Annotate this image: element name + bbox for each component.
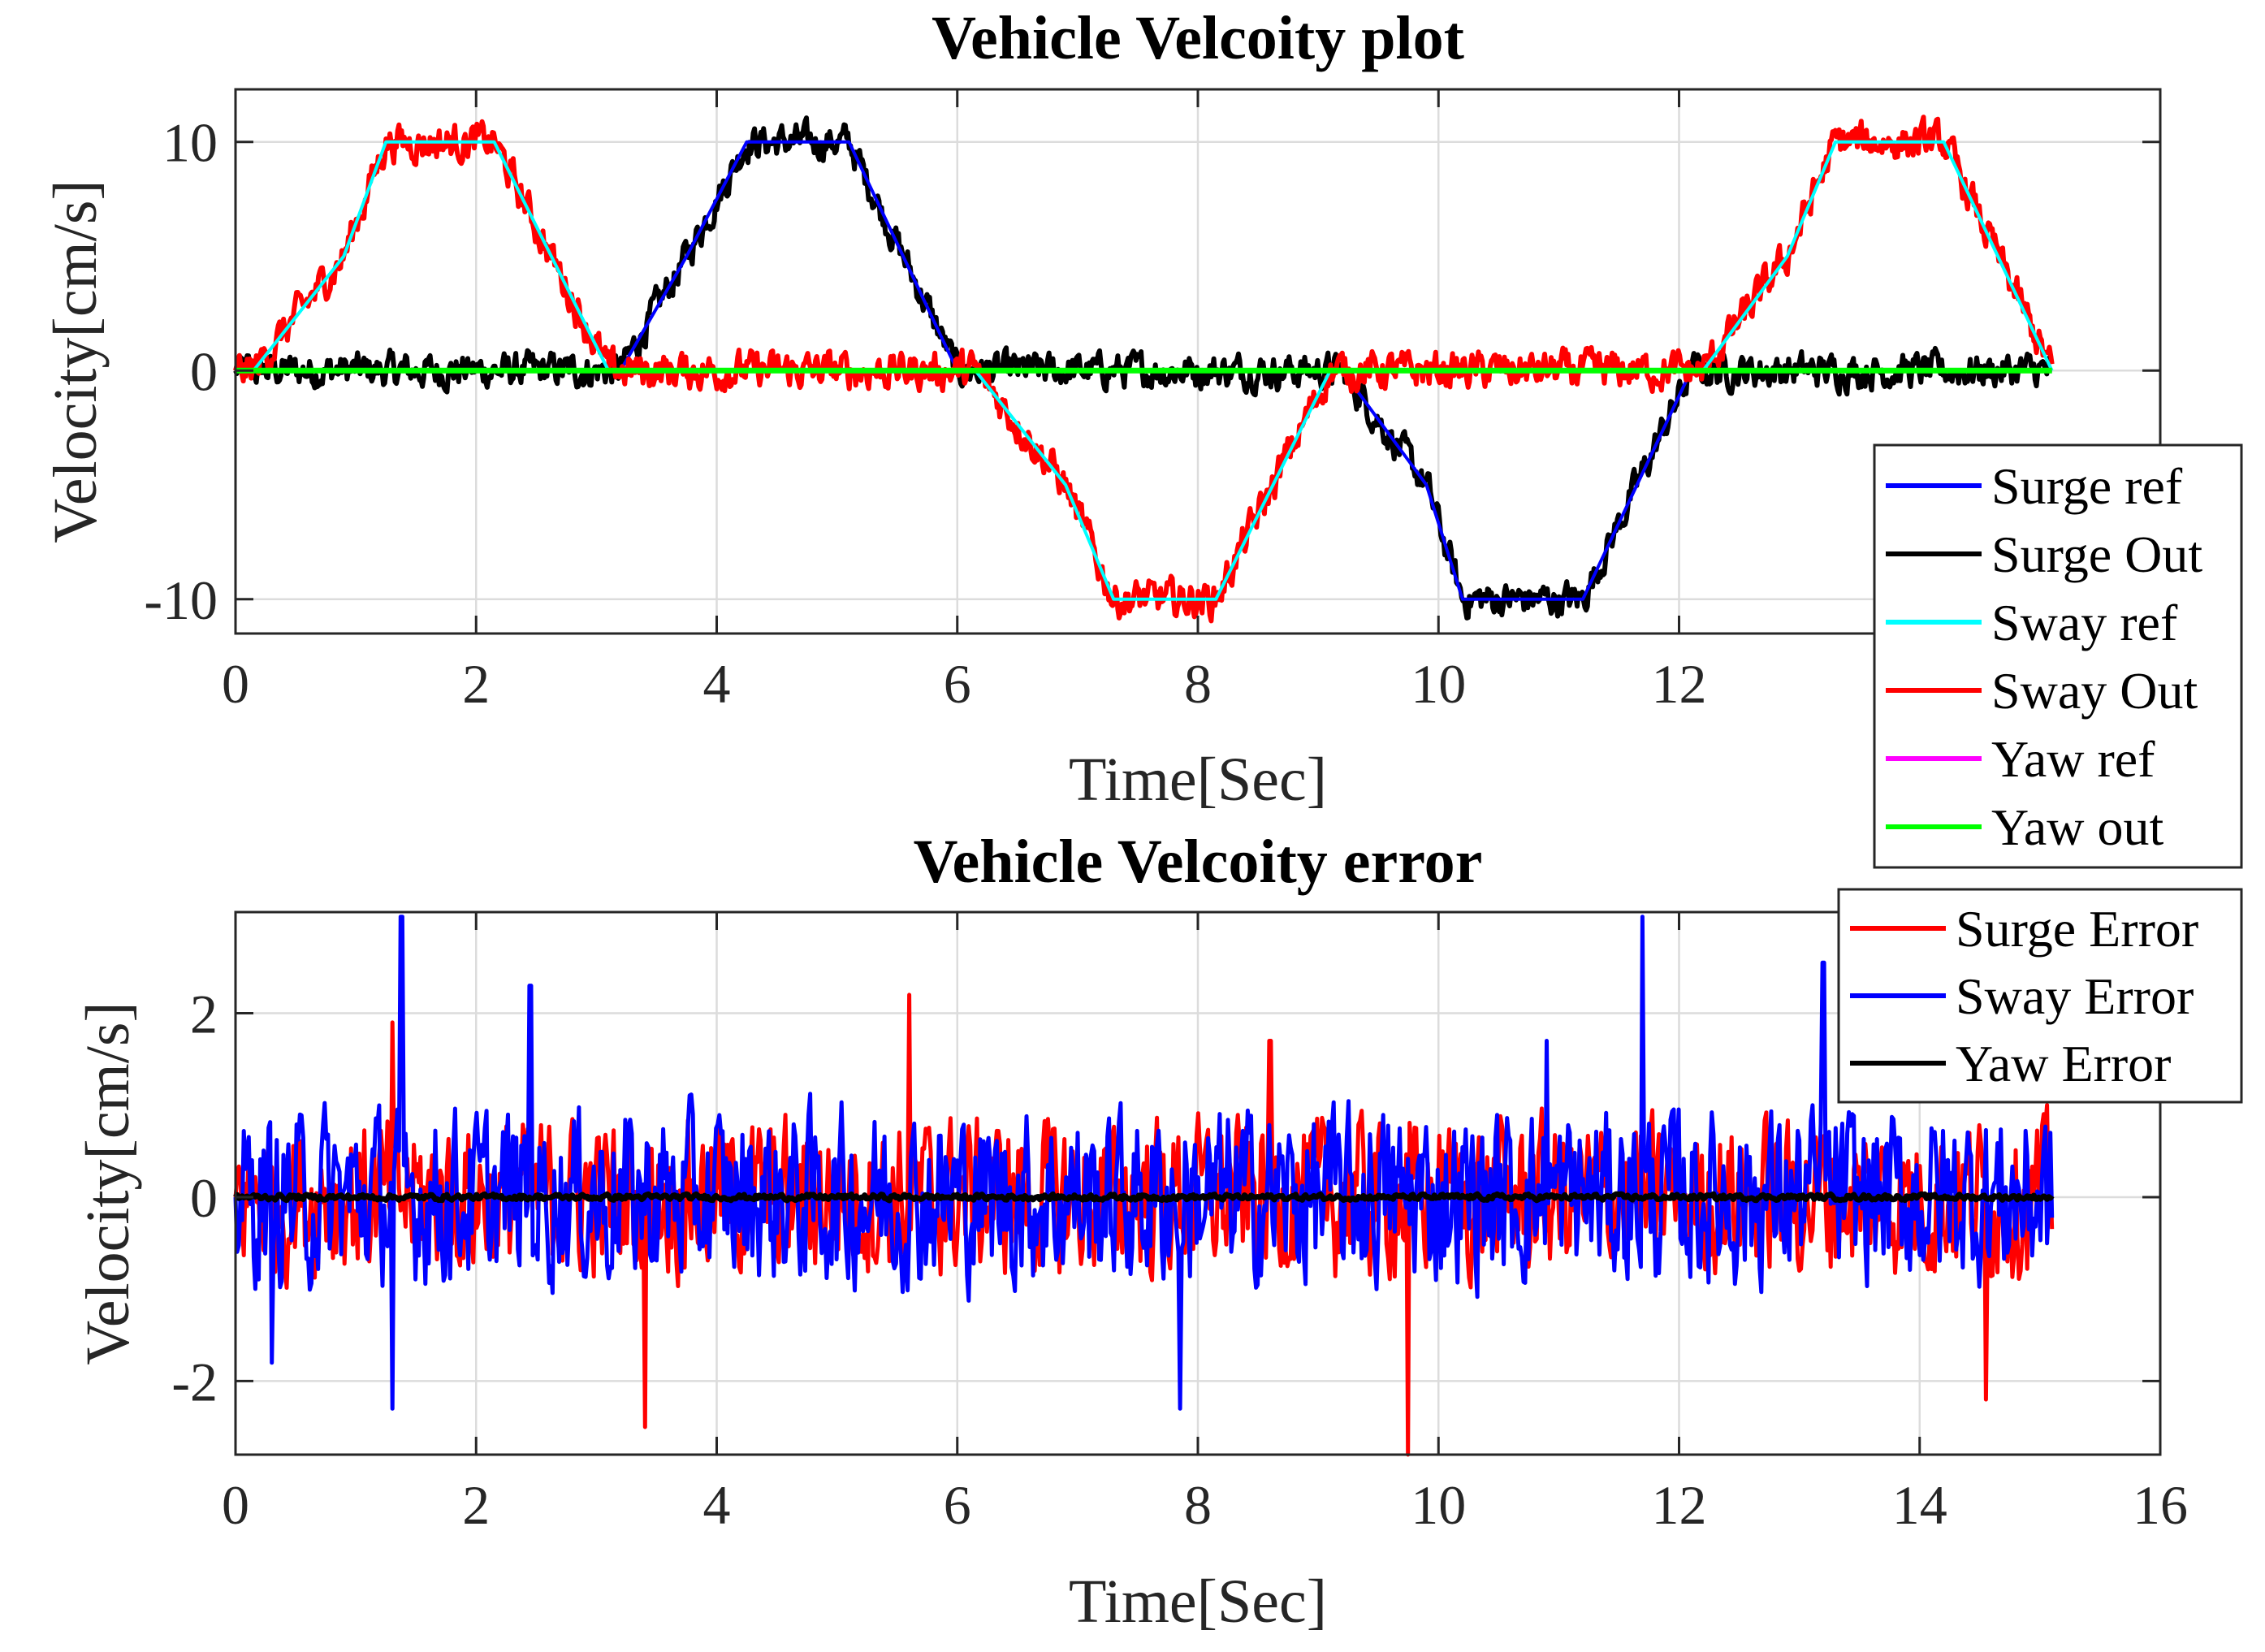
error-plot-series: [233, 915, 2055, 1457]
series-line-sway-error: [233, 915, 2055, 1411]
x-tick-label: 4: [703, 1474, 731, 1536]
y-tick-label: -2: [171, 1351, 218, 1412]
legend-label-yaw-out: Yaw out: [1991, 798, 2163, 856]
velocity-plot-ylabel: Velocity[cm/s]: [41, 179, 110, 543]
legend-entry-surge-out: Surge Out: [1886, 525, 2202, 583]
series-line-yaw-error: [233, 1191, 2055, 1204]
error-plot-axes: 0 2 4 6 8 10 12 14 16 2 0 -2 Vehicle Velcoity error…: [74, 828, 2243, 1636]
x-tick-label: 10: [1411, 1474, 1466, 1536]
error-plot-title: Vehicle Velcoity error: [914, 828, 1483, 896]
y-tick-label: 2: [190, 984, 218, 1045]
x-tick-label: 2: [462, 653, 490, 715]
legend-label-surge-error: Surge Error: [1956, 900, 2198, 958]
x-tick-label: 16: [2133, 1474, 2188, 1536]
x-tick-label: 0: [222, 1474, 249, 1536]
y-tick-label: 10: [162, 112, 218, 174]
error-plot-legend-box: [1837, 888, 2243, 1104]
legend-entry-sway-ref: Sway ref: [1886, 594, 2178, 651]
series-line-sway-ref: [236, 140, 2054, 601]
legend-entry-sway-out: Sway Out: [1886, 662, 2198, 720]
legend-entry-yaw-ref: Yaw ref: [1886, 730, 2155, 788]
error-plot-ticks: 0 2 4 6 8 10 12 14 16 2 0 -2: [171, 912, 2188, 1536]
x-tick-label: 0: [222, 653, 249, 715]
legend-label-sway-error: Sway Error: [1956, 967, 2194, 1025]
velocity-plot-legend: Surge ref Surge Out Sway ref Sway Out Ya…: [1873, 443, 2243, 869]
x-tick-label: 2: [462, 1474, 490, 1536]
x-tick-label: 12: [1652, 653, 1707, 715]
legend-entry-surge-error: Surge Error: [1850, 900, 2198, 958]
series-line-surge-out: [233, 115, 2054, 621]
x-tick-label: 8: [1184, 653, 1212, 715]
series-line-sway-out: [233, 115, 2055, 624]
legend-entry-yaw-error: Yaw Error: [1850, 1035, 2171, 1092]
x-tick-label: 4: [703, 653, 731, 715]
x-tick-label: 8: [1184, 1474, 1212, 1536]
legend-label-sway-ref: Sway ref: [1991, 594, 2178, 651]
y-tick-label: 0: [190, 1167, 218, 1229]
legend-label-yaw-error: Yaw Error: [1956, 1035, 2171, 1092]
error-plot-xlabel: Time[Sec]: [1069, 1568, 1327, 1636]
x-tick-label: 10: [1411, 653, 1466, 715]
y-tick-label: 0: [190, 340, 218, 402]
velocity-plot-xlabel: Time[Sec]: [1069, 746, 1327, 814]
velocity-plot-legend-box: [1873, 443, 2243, 869]
x-tick-label: 6: [944, 653, 971, 715]
velocity-plot-title: Vehicle Velcoity plot: [932, 4, 1464, 72]
legend-entry-surge-ref: Surge ref: [1886, 457, 2183, 515]
y-tick-label: -10: [144, 569, 218, 631]
error-plot-legend: Surge Error Sway Error Yaw Error: [1837, 888, 2243, 1104]
x-tick-label: 14: [1892, 1474, 1947, 1536]
velocity-plot-series: [233, 115, 2055, 624]
legend-label-surge-out: Surge Out: [1991, 525, 2202, 583]
legend-label-yaw-ref: Yaw ref: [1991, 730, 2155, 788]
x-tick-label: 12: [1652, 1474, 1707, 1536]
error-plot-ylabel: Velocity[cm/s]: [74, 1001, 142, 1364]
x-tick-label: 6: [944, 1474, 971, 1536]
legend-label-sway-out: Sway Out: [1991, 662, 2198, 720]
legend-entry-yaw-out: Yaw out: [1886, 798, 2163, 856]
legend-label-surge-ref: Surge ref: [1991, 457, 2183, 515]
legend-entry-sway-error: Sway Error: [1850, 967, 2194, 1025]
